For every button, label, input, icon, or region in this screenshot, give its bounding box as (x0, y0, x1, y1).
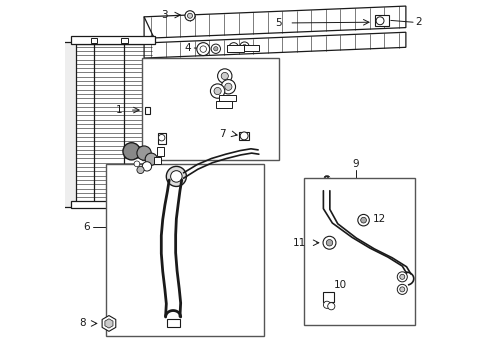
Circle shape (239, 42, 249, 51)
Circle shape (137, 146, 151, 160)
Circle shape (327, 303, 334, 310)
Bar (226, 45, 244, 51)
Bar (70, 201, 155, 208)
Bar (156, 147, 163, 156)
Circle shape (323, 301, 330, 309)
Circle shape (137, 166, 144, 174)
Circle shape (396, 272, 407, 282)
Bar (144, 107, 150, 114)
Bar (239, 132, 249, 140)
Circle shape (211, 44, 220, 53)
Text: 12: 12 (372, 214, 386, 224)
Circle shape (224, 83, 231, 90)
Text: 9: 9 (352, 159, 358, 169)
Bar (142, 58, 278, 160)
Bar (244, 45, 258, 51)
Circle shape (170, 171, 182, 182)
Circle shape (221, 72, 228, 80)
Text: 1: 1 (116, 105, 122, 115)
Circle shape (325, 239, 332, 246)
Text: 11: 11 (293, 238, 306, 248)
Circle shape (242, 44, 246, 49)
Circle shape (187, 13, 192, 18)
Bar (154, 157, 160, 164)
Polygon shape (144, 6, 405, 39)
Circle shape (231, 45, 235, 49)
Circle shape (158, 134, 164, 141)
Circle shape (122, 143, 140, 160)
Circle shape (210, 84, 224, 98)
Text: 8: 8 (79, 319, 85, 328)
Circle shape (221, 80, 235, 94)
Text: 5: 5 (275, 18, 282, 28)
Bar (70, 36, 155, 44)
Circle shape (145, 153, 157, 165)
Circle shape (396, 284, 407, 294)
Text: 4: 4 (184, 43, 191, 53)
Bar (375, 15, 388, 26)
Circle shape (357, 215, 368, 226)
Circle shape (184, 11, 195, 21)
Bar (166, 319, 179, 327)
Text: 7: 7 (219, 129, 225, 139)
Bar (215, 101, 231, 108)
Circle shape (214, 87, 221, 95)
Circle shape (134, 161, 140, 167)
Text: 10: 10 (333, 280, 346, 290)
Circle shape (360, 217, 366, 223)
Circle shape (200, 46, 206, 52)
Polygon shape (58, 42, 76, 207)
Circle shape (399, 274, 404, 279)
Bar (219, 95, 235, 101)
Text: 6: 6 (83, 222, 90, 231)
Circle shape (166, 166, 186, 186)
Bar (121, 38, 128, 43)
Circle shape (217, 69, 231, 83)
Circle shape (323, 236, 335, 249)
Circle shape (213, 46, 218, 51)
Text: 2: 2 (414, 17, 421, 27)
Circle shape (240, 132, 247, 140)
Bar (158, 134, 165, 144)
Bar (106, 164, 264, 336)
Circle shape (196, 42, 209, 55)
Polygon shape (72, 44, 153, 202)
Circle shape (142, 162, 151, 171)
Polygon shape (144, 32, 405, 58)
Circle shape (375, 17, 383, 25)
Circle shape (399, 287, 404, 292)
Bar (303, 178, 414, 325)
Bar (323, 292, 333, 302)
Bar (91, 38, 97, 43)
Text: 3: 3 (161, 10, 168, 20)
Circle shape (228, 42, 238, 52)
